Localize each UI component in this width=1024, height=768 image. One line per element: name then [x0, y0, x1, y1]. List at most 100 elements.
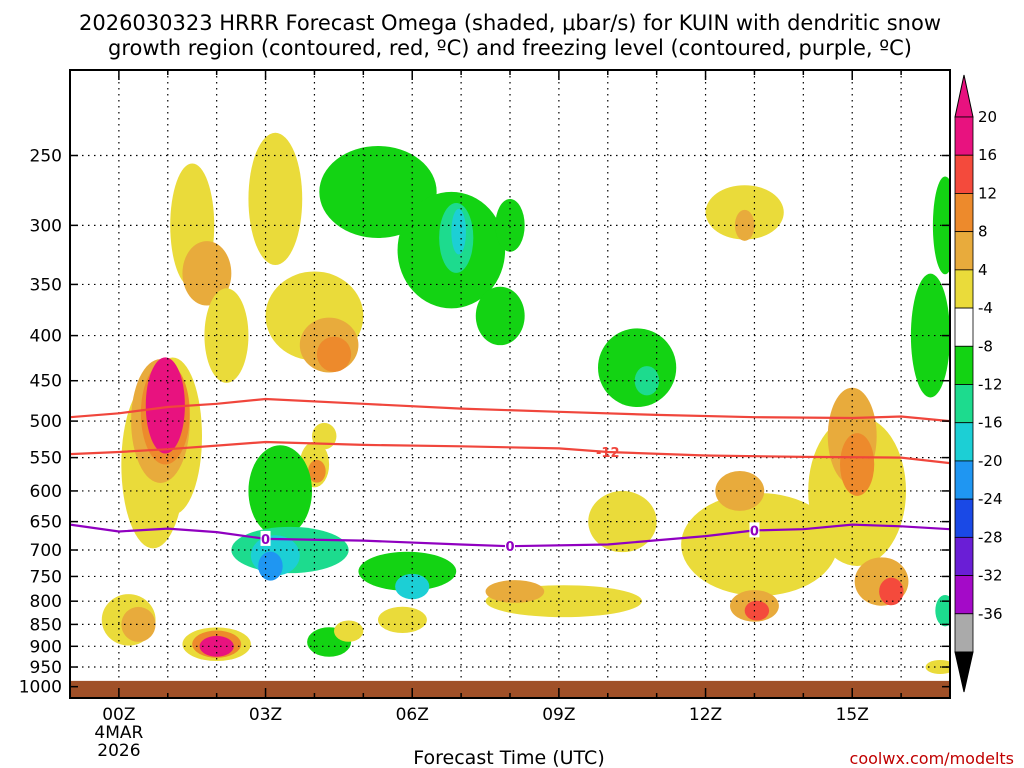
colorbar-band [954, 154, 974, 194]
omega-cell [744, 600, 770, 621]
omega-cell [475, 286, 525, 346]
ground-fill [70, 680, 950, 698]
dgz-contour-line [70, 397, 950, 423]
omega-cell [910, 273, 950, 398]
colorbar-tick-label: 12 [978, 184, 997, 202]
y-tick-label: 400 [30, 327, 62, 347]
x-tick-label: 03Z [249, 705, 282, 725]
omega-cell [248, 132, 303, 266]
colorbar-band [954, 307, 974, 347]
y-tick-label: 950 [30, 658, 62, 678]
colorbar-band [954, 345, 974, 385]
omega-cell [734, 209, 755, 241]
freezing-level-label: 0 [261, 533, 270, 548]
omega-cell [258, 551, 283, 581]
colorbar-band [954, 460, 974, 500]
omega-cell [358, 551, 457, 591]
colorbar-tick-label: -20 [978, 452, 1003, 470]
omega-cell [495, 198, 525, 252]
colorbar-tick-label: -4 [978, 299, 993, 317]
omega-cell [308, 459, 326, 483]
omega-cell [485, 580, 545, 603]
colorbar-band [954, 422, 974, 462]
y-tick-label: 700 [30, 541, 62, 561]
colorbar-tick-label: -24 [978, 490, 1003, 508]
colorbar-tick-label: 4 [978, 261, 988, 279]
dgz-contour-line [70, 440, 950, 465]
y-tick-label: 550 [30, 449, 62, 469]
x-tick-date-label: 4MAR [94, 723, 143, 743]
x-tick-label: 15Z [836, 705, 869, 725]
y-tick-label: 750 [30, 567, 62, 587]
freezing-level-label: 0 [750, 524, 759, 539]
y-tick-label: 600 [30, 482, 62, 502]
freezing-label-bg [260, 530, 271, 546]
chart-title-line1: 2026030323 HRRR Forecast Omega (shaded, … [79, 11, 941, 35]
colorbar-band [954, 498, 974, 538]
colorbar: 20 16 12 8 4 -4 -8 -12 -16 -20 -24 -28 -32 -36 [954, 74, 1003, 693]
omega-cell [316, 336, 352, 372]
y-tick-label: 800 [30, 592, 62, 612]
colorbar-tick-label: -36 [978, 605, 1003, 623]
y-tick-label: 1000 [19, 678, 62, 698]
omega-cell [312, 422, 337, 450]
colorbar-top-arrow [954, 74, 974, 118]
omega-cell [715, 470, 765, 511]
credit-text: coolwx.com/modelts [850, 749, 1014, 768]
y-tick-label: 450 [30, 372, 62, 392]
omega-cell [121, 606, 156, 642]
x-tick-label: 09Z [542, 705, 575, 725]
x-axis-label: Forecast Time (UTC) [413, 747, 604, 768]
omega-cell [879, 577, 904, 606]
colorbar-band [954, 613, 974, 653]
y-tick-label: 850 [30, 615, 62, 635]
omega-cell [319, 146, 437, 238]
omega-shading [101, 132, 950, 675]
colorbar-band [954, 384, 974, 424]
contours: -12 0 0 0 [70, 397, 950, 555]
omega-cell [451, 208, 466, 255]
colorbar-band [954, 575, 974, 615]
y-tick-label: 900 [30, 637, 62, 657]
omega-cell [145, 357, 185, 454]
y-axis: 2503003504004505005506006507007508008509… [19, 146, 950, 698]
colorbar-tick-label: -32 [978, 567, 1003, 585]
omega-cell [925, 659, 950, 675]
colorbar-band [954, 116, 974, 156]
x-tick-label: 06Z [396, 705, 429, 725]
y-tick-label: 500 [30, 412, 62, 432]
chart-title-line2: growth region (contoured, red, ºC) and f… [108, 36, 912, 60]
omega-cell [598, 328, 677, 408]
dgz-contour-label: -12 [596, 446, 620, 461]
colorbar-tick-label: 20 [978, 108, 997, 126]
colorbar-band [954, 269, 974, 309]
y-tick-label: 250 [30, 146, 62, 166]
omega-cell [378, 606, 427, 633]
x-tick-label: 12Z [689, 705, 722, 725]
y-tick-label: 650 [30, 513, 62, 533]
omega-cell [935, 594, 950, 627]
grid-lines [70, 70, 950, 698]
ground [70, 680, 950, 698]
colorbar-band [954, 536, 974, 576]
colorbar-tick-label: -12 [978, 376, 1003, 394]
omega-cell [840, 433, 875, 496]
omega-cell [182, 241, 232, 306]
colorbar-tick-label: 16 [978, 146, 997, 164]
colorbar-bottom-arrow [954, 651, 974, 693]
colorbar-band [954, 231, 974, 271]
colorbar-band [954, 193, 974, 233]
colorbar-tick-label: -8 [978, 337, 993, 355]
y-tick-label: 350 [30, 275, 62, 295]
freezing-label-bg [749, 522, 760, 538]
y-tick-label: 300 [30, 216, 62, 236]
freezing-level-label: 0 [505, 540, 514, 555]
omega-cell [681, 493, 838, 596]
colorbar-tick-label: -16 [978, 414, 1003, 432]
x-tick-year-label: 2026 [97, 741, 140, 761]
colorbar-tick-label: -28 [978, 528, 1003, 546]
x-tick-label: 00Z [102, 705, 135, 725]
colorbar-tick-label: 8 [978, 223, 988, 241]
